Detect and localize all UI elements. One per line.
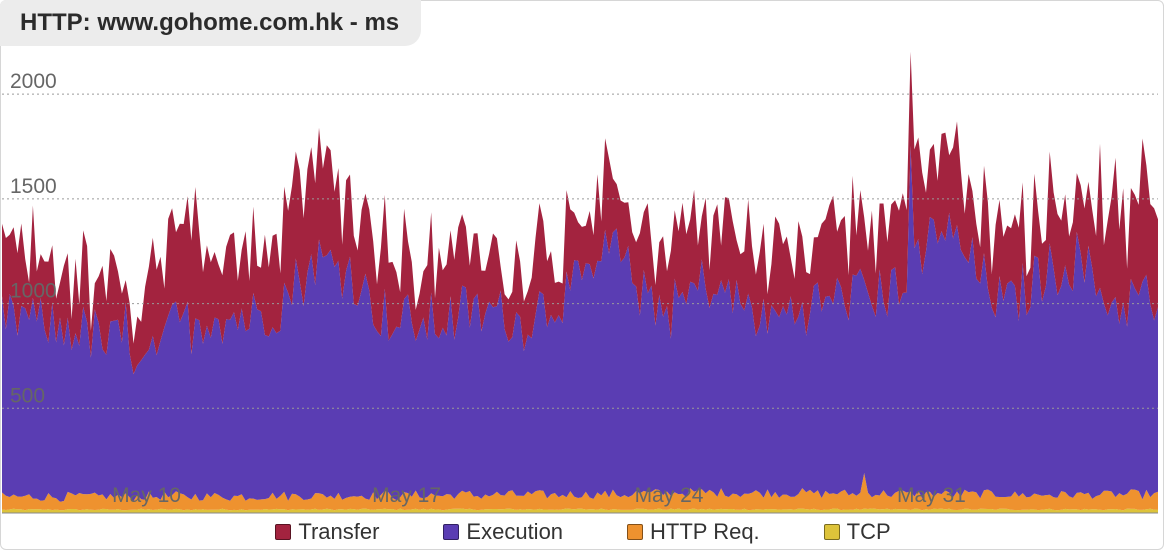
legend-item[interactable]: HTTP Req. [627,519,760,545]
series-area-http-req [2,473,1158,511]
chart-legend: Transfer Execution HTTP Req. TCP [0,516,1166,548]
legend-swatch [823,524,840,540]
y-tick-label: 1500 [10,175,57,198]
legend-swatch [627,524,644,540]
legend-item[interactable]: Execution [443,519,563,545]
stacked-areas [2,51,1158,513]
x-tick-label: May 31 [897,484,966,507]
y-tick-labels: 500 1000 1500 2000 [10,70,57,407]
legend-item[interactable]: Transfer [275,519,379,545]
x-tick-label: May 24 [635,484,704,507]
chart-title-tab: HTTP: www.gohome.com.hk - ms [0,0,422,46]
series-area-transfer [2,51,1158,375]
legend-item[interactable]: TCP [823,519,891,545]
x-tick-labels: May 10 May 17 May 24 May 31 [112,484,966,507]
x-tick-label: May 17 [372,484,441,507]
y-tick-label: 2000 [10,70,57,93]
legend-swatch [275,524,292,540]
legend-swatch [443,524,460,540]
series-area-tcp [2,508,1158,513]
legend-label: TCP [846,519,891,544]
legend-label: Execution [466,519,564,544]
legend-label: HTTP Req. [650,519,760,544]
chart-title: HTTP: www.gohome.com.hk - ms [20,9,400,36]
series-area-execution [2,145,1158,502]
x-tick-label: May 10 [112,484,181,507]
y-tick-label: 500 [10,384,45,407]
y-tick-label: 1000 [10,280,57,303]
legend-label: Transfer [298,519,380,544]
